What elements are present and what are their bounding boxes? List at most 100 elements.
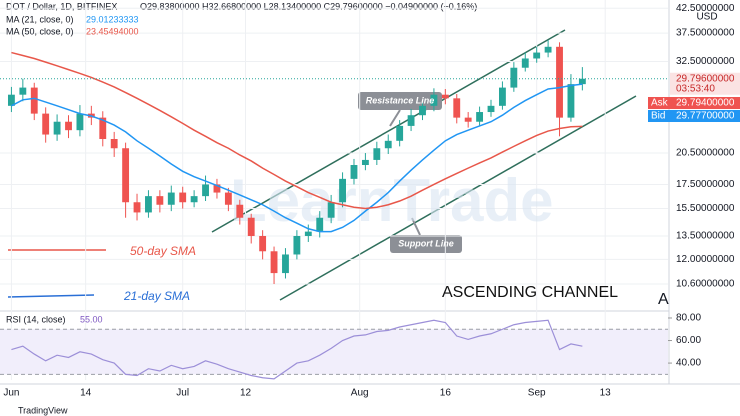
rsi-band [0, 329, 668, 375]
candle-body [156, 196, 164, 205]
candle-body [236, 204, 244, 218]
candle-body [361, 159, 369, 166]
y-tick-label: 15.50000000 [676, 203, 735, 214]
candle-body [304, 231, 312, 236]
ma-line [11, 83, 583, 233]
ask-value: 29.79400000 [676, 98, 735, 109]
x-tick-label: 13 [600, 388, 612, 399]
legend-value: 29.01233333 [86, 14, 139, 24]
bid-tag [648, 110, 740, 122]
candle-body [350, 165, 358, 179]
annotation: 50-day SMA [130, 244, 196, 258]
candle-body [179, 192, 187, 203]
candle-body [76, 113, 84, 131]
candle-body [499, 87, 506, 106]
rsi-tick-label: 60.00 [676, 335, 701, 346]
candle-body [510, 67, 518, 88]
x-tick-label: 14 [80, 388, 92, 399]
y-tick-label: 37.50000000 [676, 28, 735, 39]
candle-body [419, 105, 426, 116]
annotation-box [358, 92, 442, 110]
legend-label: MA (21, close, 0) [6, 14, 74, 24]
candle-body [407, 115, 415, 126]
candle-body [65, 121, 72, 131]
x-tick-label: 12 [240, 388, 252, 399]
y-tick-label: 13.50000000 [676, 231, 735, 242]
candle-body [578, 78, 586, 85]
candle-body [133, 202, 141, 213]
legend-value: 23.45494000 [86, 26, 139, 36]
candle-body [327, 202, 335, 218]
y-tick-label: 17.50000000 [676, 179, 735, 190]
candle-body [110, 139, 118, 149]
x-tick-label: 16 [440, 388, 452, 399]
candle-body [122, 148, 130, 203]
logo-mark: A [658, 291, 669, 308]
candle-body [53, 121, 61, 135]
last-price-label: 29.79600000 [676, 73, 735, 84]
candle-body [224, 192, 232, 205]
candle-body [464, 117, 472, 122]
candle-body [202, 184, 209, 197]
annotation: ASCENDING CHANNEL [442, 284, 618, 301]
candle-body [282, 254, 289, 274]
countdown: 03:53:40 [676, 83, 715, 94]
x-tick-label: Jul [176, 388, 189, 399]
candle-body [567, 84, 575, 118]
ask-name: Ask [651, 98, 669, 109]
candle-body [99, 117, 107, 140]
candle-body [213, 184, 221, 193]
y-tick-label: 20.50000000 [676, 148, 735, 159]
candle-body [30, 87, 38, 114]
rsi-line [11, 319, 583, 380]
support-channel [279, 95, 637, 301]
candle-body [167, 192, 175, 205]
rsi-tick-label: 80.00 [676, 313, 701, 324]
candle-body [430, 94, 438, 106]
rsi-tick-label: 40.00 [676, 358, 701, 369]
candle-body [441, 94, 449, 99]
candle-body [145, 196, 152, 213]
annotation-pointer [389, 109, 401, 127]
y-tick-label: 32.50000000 [676, 56, 735, 67]
ask-tag [648, 97, 740, 109]
candle-body [270, 251, 278, 274]
candle-body [544, 46, 552, 53]
bid-value: 29.77700000 [676, 111, 735, 122]
ohlc-text: O29.83800000 H32.66800000 L28.13400000 C… [140, 1, 477, 11]
legend-label: MA (50, close, 0) [6, 26, 74, 36]
y-tick-label: 10.60000000 [676, 279, 735, 290]
annotation: 21-day SMA [123, 289, 190, 303]
candle-body [247, 217, 255, 236]
annotation-pointer [411, 217, 421, 236]
last-price-tag [670, 72, 740, 95]
x-tick-label: Aug [351, 388, 369, 399]
y-tick-label: 42.50000000 [676, 3, 735, 14]
watermark: LearnTrade [230, 167, 553, 234]
candle-body [476, 112, 484, 122]
resistance-channel [211, 29, 566, 233]
candle-body [521, 58, 529, 68]
candle-body [533, 52, 541, 59]
bid-name: Bid [651, 111, 665, 122]
unit-label: USD [696, 12, 717, 23]
candle-body [487, 105, 495, 113]
candle-body [190, 196, 198, 203]
candle-body [293, 235, 301, 255]
x-tick-label: Jun [3, 388, 19, 399]
y-tick-label: 12.00000000 [676, 254, 735, 265]
x-tick-label: Sep [528, 388, 546, 399]
candle-body [19, 87, 27, 95]
annotation: Support Line [398, 238, 454, 248]
rsi-legend-value: 55.00 [80, 314, 103, 324]
candle-body [259, 235, 267, 252]
annotation-box [390, 235, 462, 253]
rsi-legend: RSI (14, close) [6, 314, 66, 324]
candle-body [453, 98, 461, 118]
candle-body [556, 46, 563, 118]
candle-body [7, 94, 15, 106]
ma-line [11, 51, 583, 210]
candle-body [316, 217, 324, 232]
